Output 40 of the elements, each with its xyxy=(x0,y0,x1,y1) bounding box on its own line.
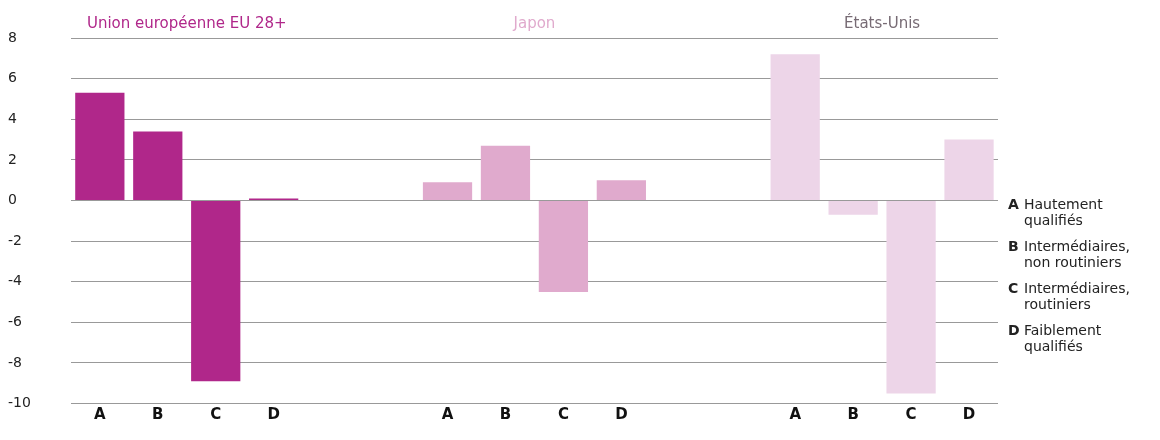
bar xyxy=(422,182,473,200)
text: États-Unis xyxy=(844,13,921,33)
bar xyxy=(75,92,125,200)
x-tick-label: D xyxy=(615,405,628,424)
y-tick-label: 2 xyxy=(8,150,17,167)
text: Japon xyxy=(512,14,556,33)
x-tick-label: A xyxy=(789,405,802,424)
y-tick-label: -10 xyxy=(8,394,31,411)
y-tick-label: 4 xyxy=(8,109,17,126)
x-tick-label: B xyxy=(152,405,164,424)
y-tick-label: -8 xyxy=(8,353,22,370)
x-tick-label: D xyxy=(962,405,976,424)
x-tick-label: B xyxy=(847,405,859,424)
x-tick-label: B xyxy=(499,405,512,424)
y-tick-label: 6 xyxy=(8,69,17,86)
text: Union européenne EU 28+ xyxy=(86,14,287,33)
text: A Hautement qualifiés xyxy=(1008,196,1104,228)
text: C Intermédiaires, routiniers xyxy=(1008,280,1131,312)
y-tick-label: 0 xyxy=(8,191,17,208)
bar xyxy=(944,139,994,200)
bar xyxy=(770,54,820,200)
y-tick-label: -6 xyxy=(8,313,23,329)
x-tick-label: A xyxy=(441,405,454,424)
bar xyxy=(596,180,646,200)
bar xyxy=(538,200,589,292)
x-tick-label: C xyxy=(557,405,569,424)
x-tick-label: C xyxy=(210,405,222,424)
text: D Faiblement qualifiés xyxy=(1008,322,1103,354)
x-tick-label: C xyxy=(905,405,917,424)
text: B Intermédiaires, non routiniers xyxy=(1008,238,1131,270)
y-tick-label: -4 xyxy=(8,272,23,289)
bar xyxy=(828,200,878,215)
y-tick-label: -2 xyxy=(8,231,22,248)
bar xyxy=(886,200,936,394)
x-tick-label: A xyxy=(94,405,107,424)
bar xyxy=(480,145,531,200)
y-tick-label: 8 xyxy=(8,28,17,45)
bar xyxy=(133,131,183,200)
bar xyxy=(191,200,241,382)
x-tick-label: D xyxy=(267,405,280,424)
